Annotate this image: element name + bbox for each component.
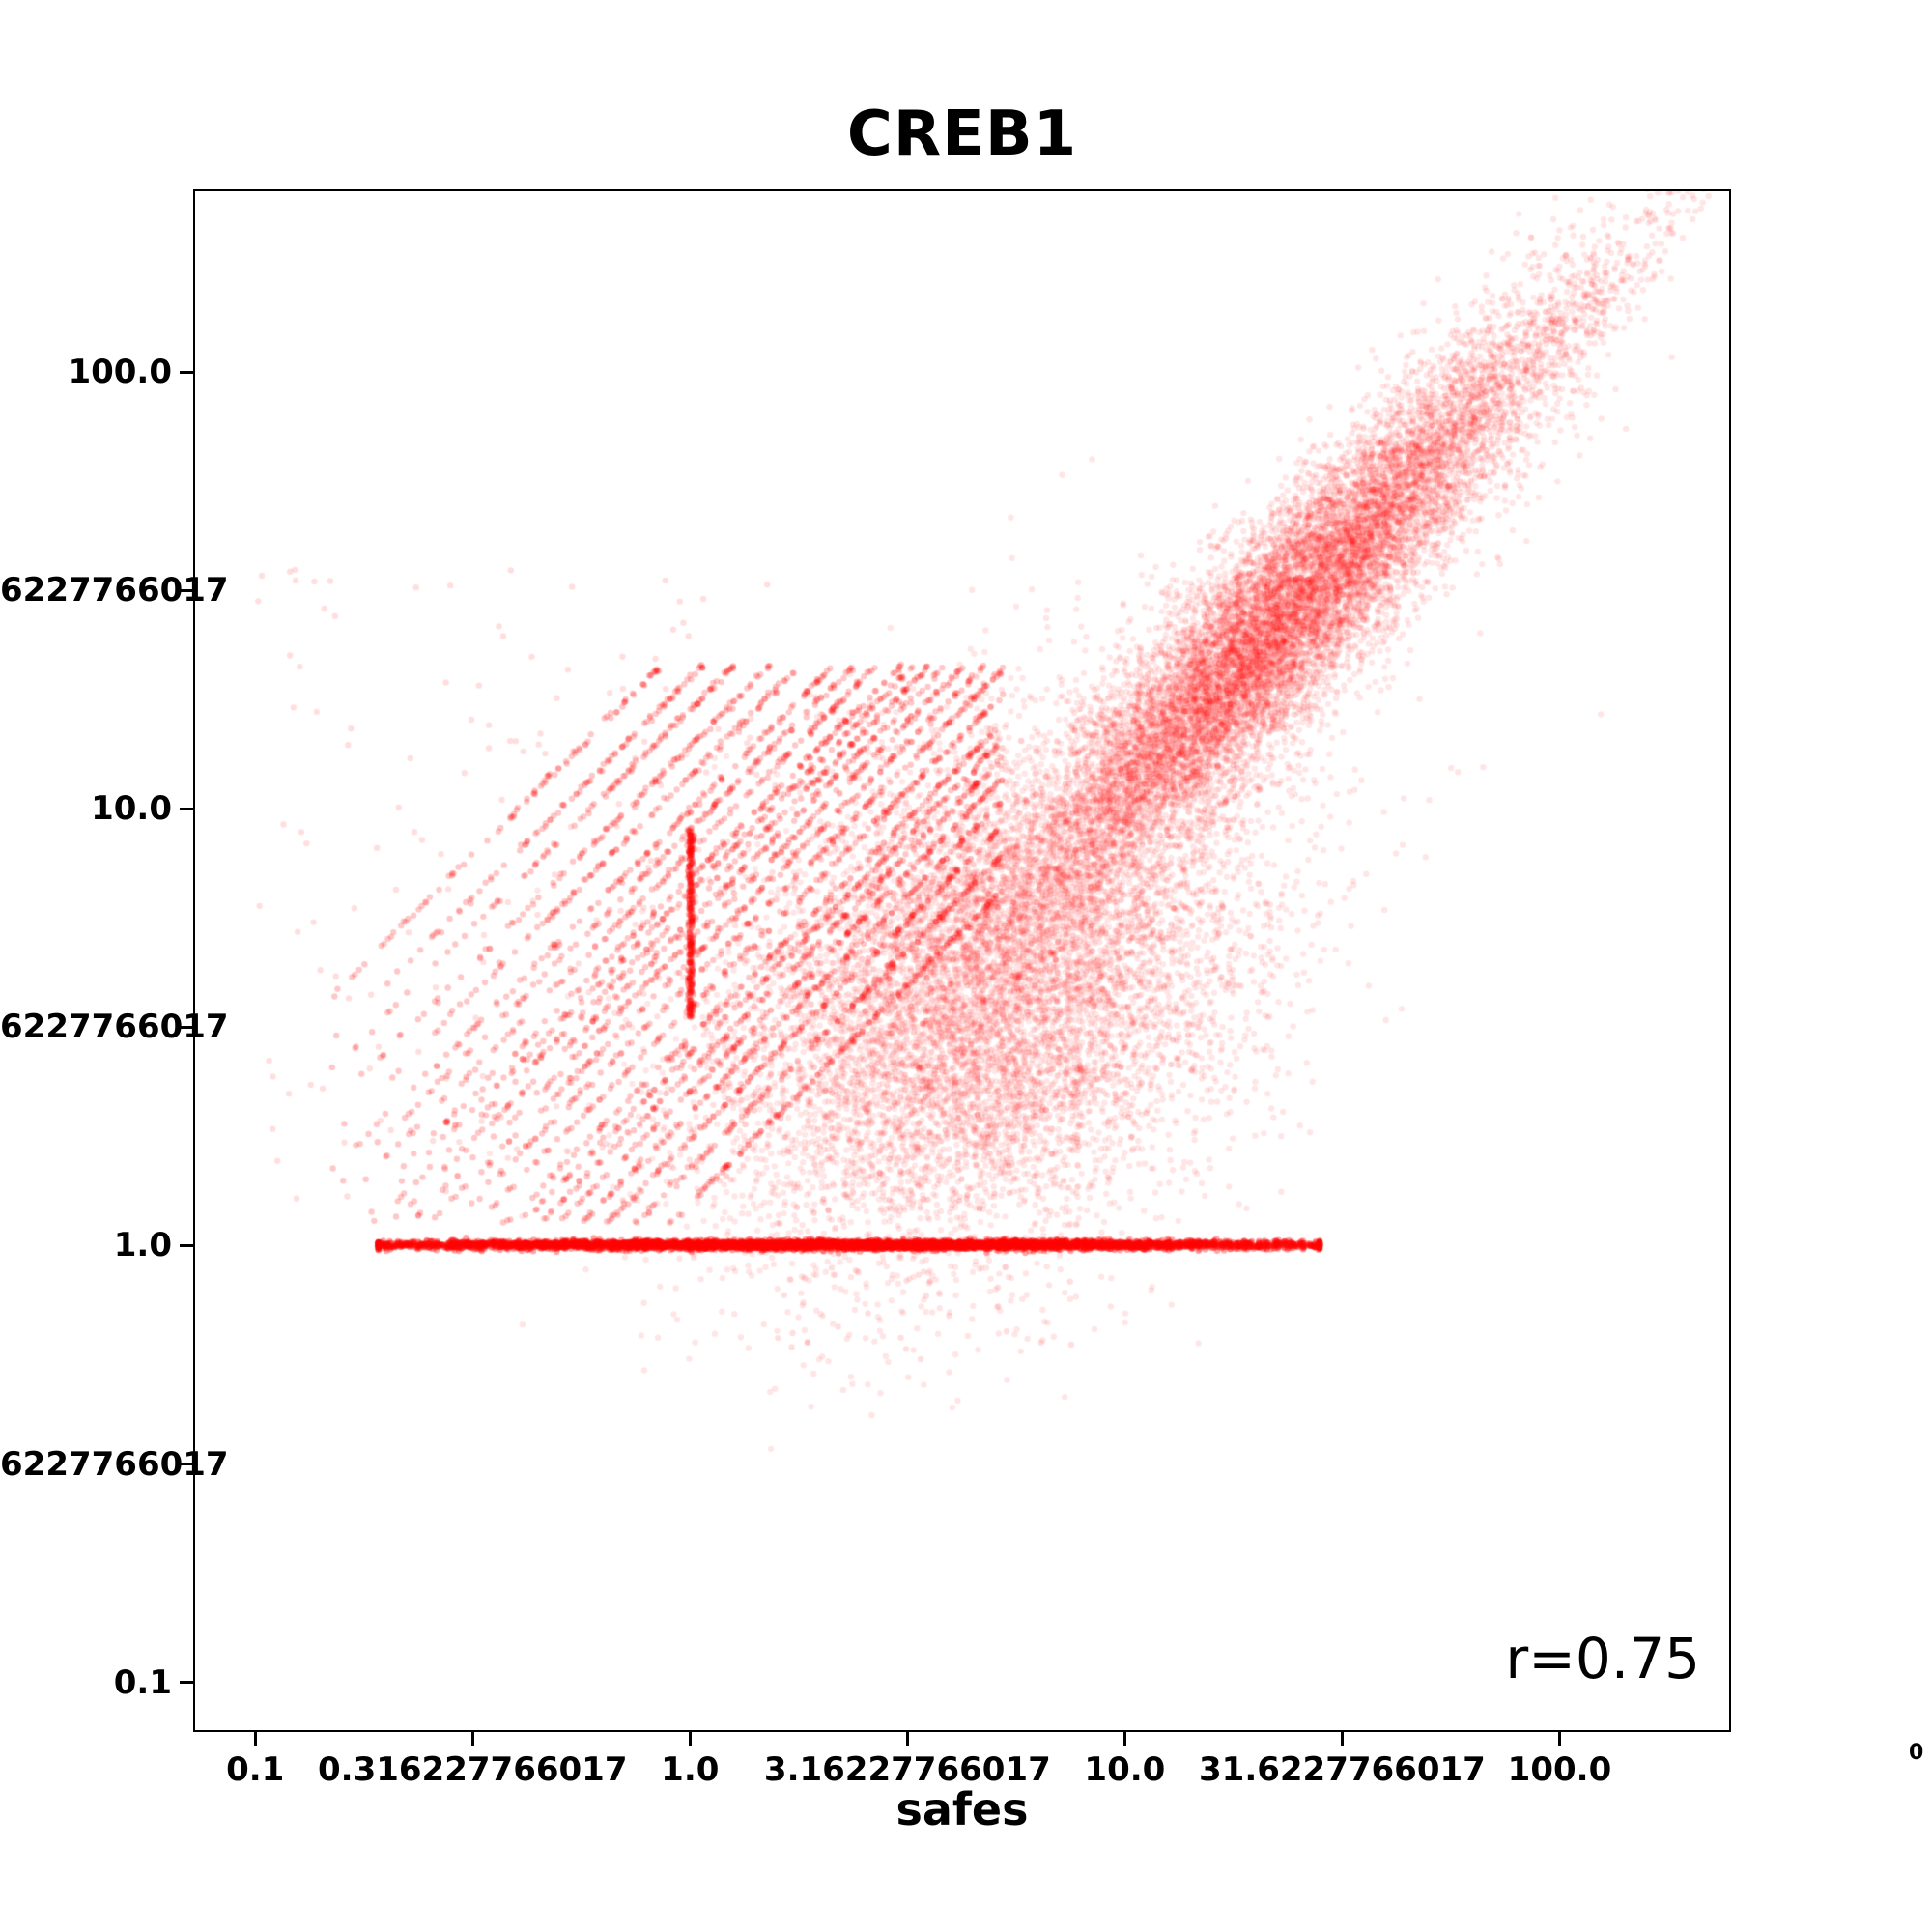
x-tick-mark	[1340, 1732, 1344, 1746]
x-tick-label: 10.0	[1084, 1750, 1166, 1789]
x-tick-label: 100.0	[1507, 1750, 1612, 1789]
x-tick-label: 1.0	[661, 1750, 720, 1789]
x-tick-label: 0.1	[226, 1750, 285, 1789]
y-tick-label: 6227766017	[0, 1008, 229, 1047]
y-tick-label: 100.0	[68, 353, 172, 392]
y-tick-mark	[180, 807, 193, 810]
x-axis-label: safes	[895, 1783, 1029, 1835]
x-tick-mark	[1122, 1732, 1126, 1746]
stray-tick-label: 0	[1909, 1741, 1924, 1765]
y-tick-mark	[180, 1681, 193, 1685]
y-tick-mark	[180, 1463, 193, 1466]
x-tick-mark	[688, 1732, 692, 1746]
y-tick-label: 6227766017	[0, 1444, 229, 1484]
correlation-annotation: r=0.75	[1505, 1626, 1700, 1691]
chart-title: CREB1	[846, 99, 1078, 170]
x-tick-mark	[470, 1732, 474, 1746]
x-tick-mark	[253, 1732, 257, 1746]
y-tick-mark	[180, 588, 193, 592]
y-tick-label: 1.0	[113, 1226, 172, 1265]
y-tick-mark	[180, 1243, 193, 1247]
y-tick-label: 0.1	[113, 1662, 172, 1702]
y-tick-label: 10.0	[91, 789, 172, 829]
y-tick-mark	[180, 1025, 193, 1029]
x-tick-mark	[1557, 1732, 1561, 1746]
plot-area: r=0.75	[193, 189, 1731, 1732]
y-tick-label: 6227766017	[0, 571, 229, 611]
scatter-canvas	[195, 191, 1729, 1730]
x-tick-label: 31.6227766017	[1199, 1750, 1486, 1789]
x-tick-label: 3.16227766017	[763, 1750, 1051, 1789]
x-tick-mark	[905, 1732, 909, 1746]
x-tick-label: 0.316227766017	[318, 1750, 628, 1789]
y-tick-mark	[180, 370, 193, 374]
